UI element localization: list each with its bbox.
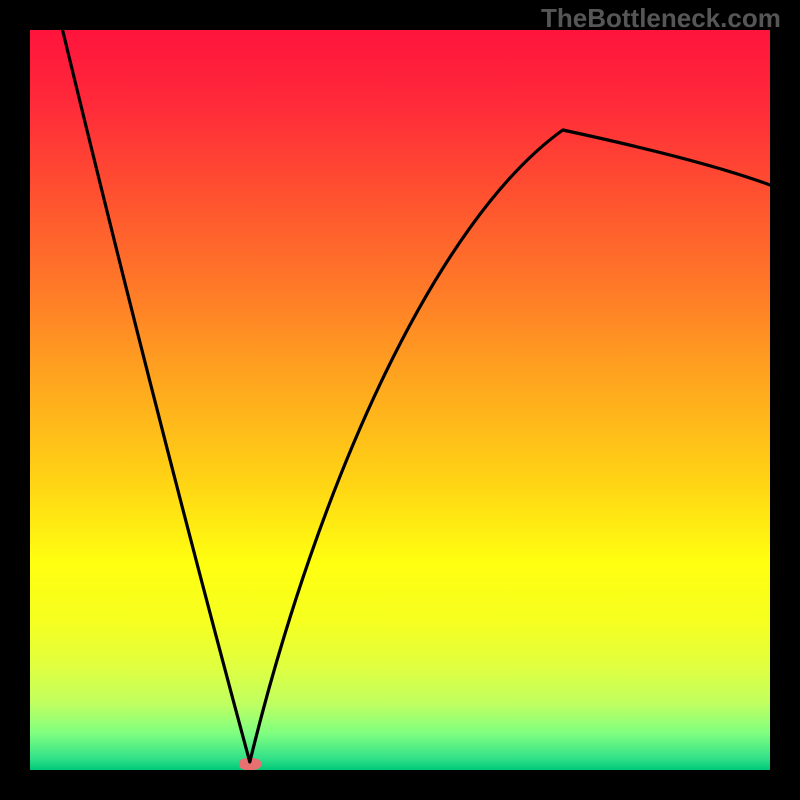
bottleneck-marker [239,758,261,770]
plot-background [30,30,770,770]
watermark-text: TheBottleneck.com [541,3,781,34]
